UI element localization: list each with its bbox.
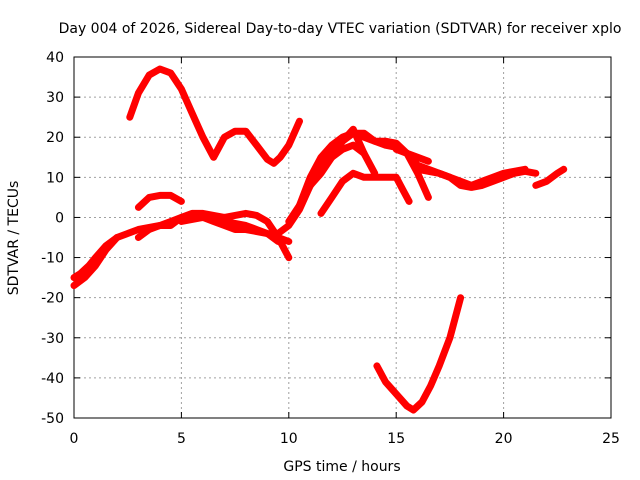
x-tick-label: 0: [70, 431, 79, 447]
y-tick-label: 20: [46, 130, 64, 146]
series-arc-dip: [373, 294, 465, 414]
y-tick-labels: -50 -40 -30 -20 -10 0 10 20 30 40: [41, 50, 64, 427]
series-arc-midday-2: [177, 213, 293, 245]
y-tick-label: -40: [41, 371, 64, 387]
series-arc-midday: [134, 209, 293, 262]
series-arc-evening-2: [414, 165, 529, 189]
y-tick-label: -30: [41, 331, 64, 347]
x-tick-label: 5: [177, 431, 186, 447]
y-tick-label: -50: [41, 411, 64, 427]
series-arc-high-morning: [126, 65, 303, 167]
series-arc-low-1: [70, 234, 121, 282]
series-arc-afternoon-peak: [306, 125, 379, 189]
x-tick-label: 20: [495, 431, 513, 447]
series-arc-bump: [134, 191, 185, 211]
x-axis-label: GPS time / hours: [283, 459, 400, 475]
chart-title: Day 004 of 2026, Sidereal Day-to-day VTE…: [59, 21, 622, 37]
data-series: [70, 65, 568, 414]
y-tick-label: 40: [46, 50, 64, 66]
series-arc-late: [532, 165, 568, 189]
x-tick-label: 25: [602, 431, 620, 447]
y-tick-label: -10: [41, 251, 64, 267]
x-tick-label: 10: [280, 431, 298, 447]
y-axis-label: SDTVAR / TECUs: [6, 181, 22, 296]
grid: [74, 57, 611, 418]
y-tick-label: -20: [41, 291, 64, 307]
y-tick-label: 30: [46, 90, 64, 106]
axis-ticks: [73, 56, 612, 419]
x-tick-label: 15: [387, 431, 405, 447]
x-tick-labels: 0 5 10 15 20 25: [70, 431, 620, 447]
plot-frame: [73, 56, 612, 419]
series-arc-afternoon-lower: [317, 169, 413, 217]
y-tick-label: 10: [46, 170, 64, 186]
y-tick-label: 0: [55, 210, 64, 226]
